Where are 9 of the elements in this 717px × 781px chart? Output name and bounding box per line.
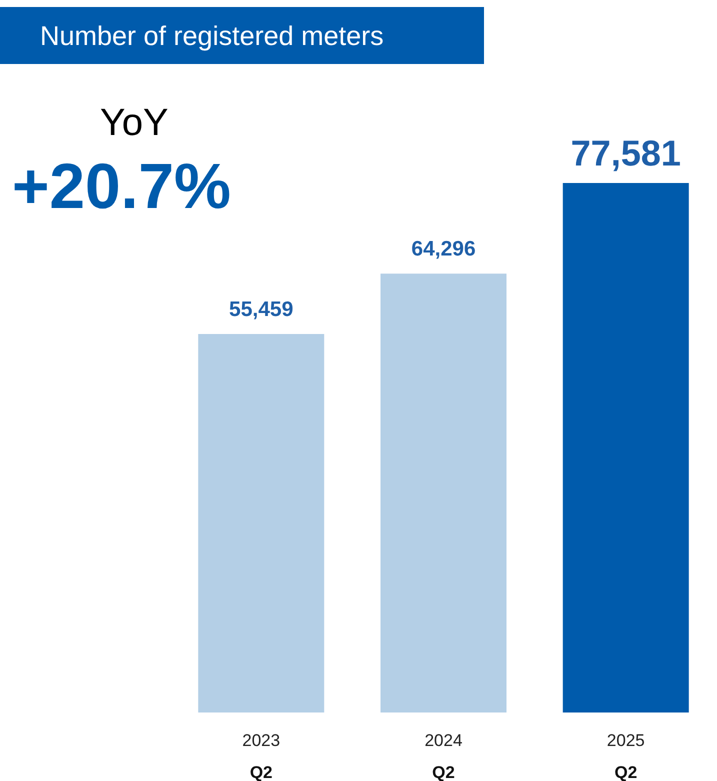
text: YoY	[100, 102, 168, 144]
x-tick-label: 2023 Q2	[242, 731, 280, 781]
data-label: 77,581	[570, 132, 681, 174]
x-tick-label: 2024 Q2	[424, 731, 462, 781]
annotation: +20.7%	[12, 150, 231, 222]
x-tick-label: 2025 Q2	[606, 731, 645, 781]
data-label: 64,296	[411, 238, 476, 261]
data-label: 55,459	[229, 298, 294, 321]
chart-title: Number of registered meters	[40, 21, 384, 51]
